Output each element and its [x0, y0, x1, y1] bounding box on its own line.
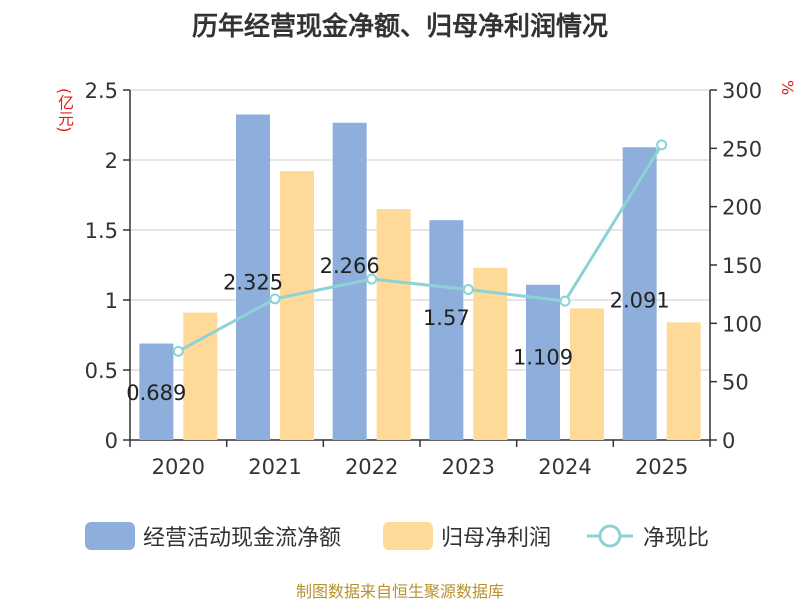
data-label: 0.689 [126, 381, 186, 405]
x-tick-label: 2025 [635, 455, 688, 479]
x-tick-label: 2020 [152, 455, 205, 479]
data-label: 2.325 [223, 271, 283, 295]
source-note: 制图数据来自恒生聚源数据库 [295, 582, 504, 601]
data-label: 2.266 [320, 254, 380, 278]
bar-operating-cashflow [236, 114, 270, 440]
left-axis-unit: (亿元) [55, 88, 74, 133]
y-right-tick-label: 250 [722, 137, 762, 161]
y-right-tick-label: 150 [722, 254, 762, 278]
bar-operating-cashflow [139, 343, 174, 440]
line-point [559, 295, 571, 307]
data-label: 1.57 [423, 306, 470, 330]
legend-item-cash-ratio[interactable]: 净现比 [585, 516, 709, 556]
x-tick-label: 2023 [442, 455, 495, 479]
line-point [366, 273, 378, 285]
bar-net-profit [473, 267, 508, 440]
bar-operating-cashflow [429, 220, 464, 440]
legend-swatch-blue [85, 522, 135, 550]
data-label: 1.109 [513, 346, 573, 370]
line-point [462, 284, 474, 295]
data-label: 2.091 [610, 288, 670, 312]
x-tick-label: 2021 [248, 455, 301, 479]
y-left-tick-label: 1 [105, 289, 118, 313]
y-left-tick-label: 1.5 [85, 219, 118, 243]
y-right-tick-label: 100 [722, 312, 762, 336]
y-right-tick-label: 300 [722, 79, 762, 103]
legend-swatch-orange [383, 522, 433, 550]
x-tick-label: 2024 [538, 455, 591, 479]
legend-item-operating-cashflow[interactable]: 经营活动现金流净额 [85, 516, 341, 556]
chart-legend: 经营活动现金流净额 归母净利润 净现比 [0, 516, 800, 556]
y-left-tick-label: 0.5 [85, 359, 118, 383]
y-right-tick-label: 200 [722, 196, 762, 220]
y-left-tick-label: 0 [105, 429, 118, 453]
bar-net-profit [280, 171, 314, 440]
line-point [269, 293, 281, 305]
bar-net-profit [666, 322, 701, 440]
x-tick-label: 2022 [345, 455, 398, 479]
y-left-tick-label: 2 [105, 149, 118, 173]
line-point [656, 139, 668, 151]
y-right-tick-label: 0 [722, 429, 735, 453]
bar-net-profit [376, 209, 411, 440]
legend-line-marker-icon [587, 524, 633, 548]
y-left-tick-label: 2.5 [85, 79, 118, 103]
chart-title: 历年经营现金净额、归母净利润情况 [191, 12, 608, 42]
legend-label: 经营活动现金流净额 [143, 526, 342, 551]
bar-net-profit [570, 308, 604, 440]
legend-label: 净现比 [643, 526, 710, 551]
line-point [172, 345, 184, 357]
bar-operating-cashflow [526, 284, 560, 440]
line-cash-ratio [177, 144, 663, 353]
legend-label: 归母净利润 [441, 526, 552, 551]
legend-item-net-profit[interactable]: 归母净利润 [383, 516, 551, 556]
y-right-tick-label: 50 [722, 371, 749, 395]
right-axis-unit: % [778, 80, 797, 96]
